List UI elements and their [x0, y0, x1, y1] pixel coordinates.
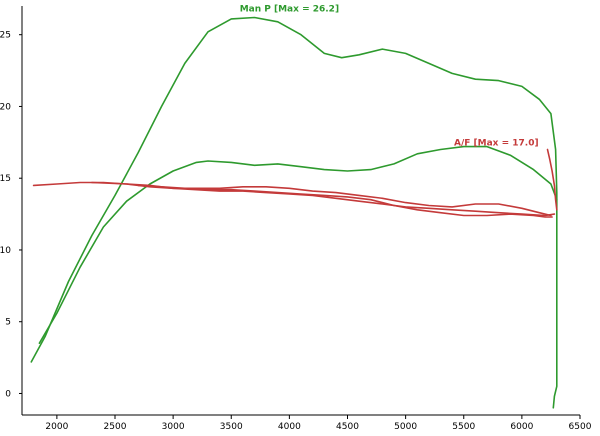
- y-tick-label: 25: [0, 31, 11, 41]
- y-tick-label: 15: [0, 174, 11, 184]
- x-tick-label: 2000: [45, 422, 68, 432]
- axes-group: 2000 2500 3000 3500 4000 4500 5000 5500 6000 6500…: [0, 6, 592, 432]
- x-tick-label: 3000: [162, 422, 185, 432]
- y-tick-label: 10: [0, 246, 11, 256]
- x-tick-label: 2500: [104, 422, 127, 432]
- series-line-man-p: [38, 145, 558, 344]
- series-labels: Man P [Max = 26.2] A/F [Max = 17.0]: [240, 4, 539, 148]
- x-tick-label: 6500: [569, 422, 592, 432]
- x-tick-label: 5500: [452, 422, 475, 432]
- x-tick-label: 6000: [510, 422, 533, 432]
- series-label: Man P [Max = 26.2]: [240, 4, 339, 14]
- x-tick-label: 4500: [336, 422, 359, 432]
- series-line-a-f: [546, 148, 558, 211]
- x-tick-label: 5000: [394, 422, 417, 432]
- y-tick-label: 0: [5, 389, 11, 399]
- y-tick-label: 20: [0, 102, 11, 112]
- series-group: [30, 16, 558, 409]
- series-line-a-f: [32, 181, 556, 217]
- x-tick-label: 3500: [220, 422, 243, 432]
- series-line-a-f: [137, 184, 553, 218]
- series-line-man-p: [30, 16, 558, 409]
- series-label: A/F [Max = 17.0]: [454, 139, 539, 149]
- x-tick-label: 4000: [278, 422, 301, 432]
- y-tick-label: 5: [5, 318, 11, 328]
